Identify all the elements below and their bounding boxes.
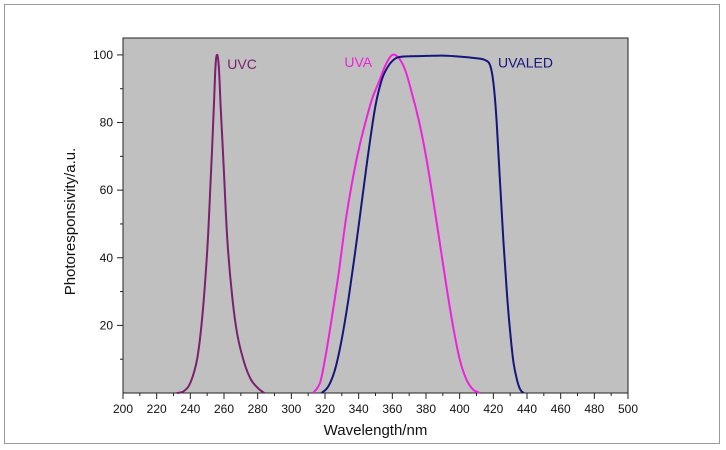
y-tick-label: 60 [100, 183, 114, 197]
plot-area [122, 37, 629, 394]
series-label-uvc: UVC [227, 56, 257, 72]
x-tick-label: 360 [382, 402, 402, 416]
series-label-uvaled: UVALED [498, 55, 553, 71]
y-tick-label: 40 [100, 251, 114, 265]
x-tick-label: 240 [180, 402, 200, 416]
x-tick-label: 500 [618, 402, 638, 416]
x-tick-label: 200 [113, 402, 133, 416]
x-tick-label: 400 [450, 402, 470, 416]
x-tick-label: 440 [517, 402, 537, 416]
chart-svg: 200 220 240 260 280 300 320 340 360 380 400 420 440 4… [62, 37, 638, 439]
series-line-uva [312, 53, 481, 394]
x-tick-label: 300 [281, 402, 301, 416]
x-tick-label: 480 [584, 402, 604, 416]
x-tick-label: 380 [416, 402, 436, 416]
series-label-uva: UVA [344, 54, 372, 70]
y-tick-label: 20 [100, 318, 114, 332]
x-axis-title: Wavelength/nm [324, 422, 428, 439]
chart-frame: 200 220 240 260 280 300 320 340 360 380 400 420 440 4… [4, 4, 720, 444]
series-line-uvaled [320, 54, 525, 394]
y-tick-label: 80 [100, 116, 114, 130]
x-tick-label: 460 [551, 402, 571, 416]
x-tick-label: 420 [483, 402, 503, 416]
x-tick-label: 340 [349, 402, 369, 416]
x-tick-label: 280 [248, 402, 268, 416]
y-tick-label: 100 [93, 48, 113, 62]
y-axis-title: Photoresponsivity/a.u. [62, 148, 79, 296]
x-tick-label: 220 [147, 402, 167, 416]
x-tick-label: 320 [315, 402, 335, 416]
x-tick-label: 260 [214, 402, 234, 416]
series-line-uvc [176, 53, 265, 394]
